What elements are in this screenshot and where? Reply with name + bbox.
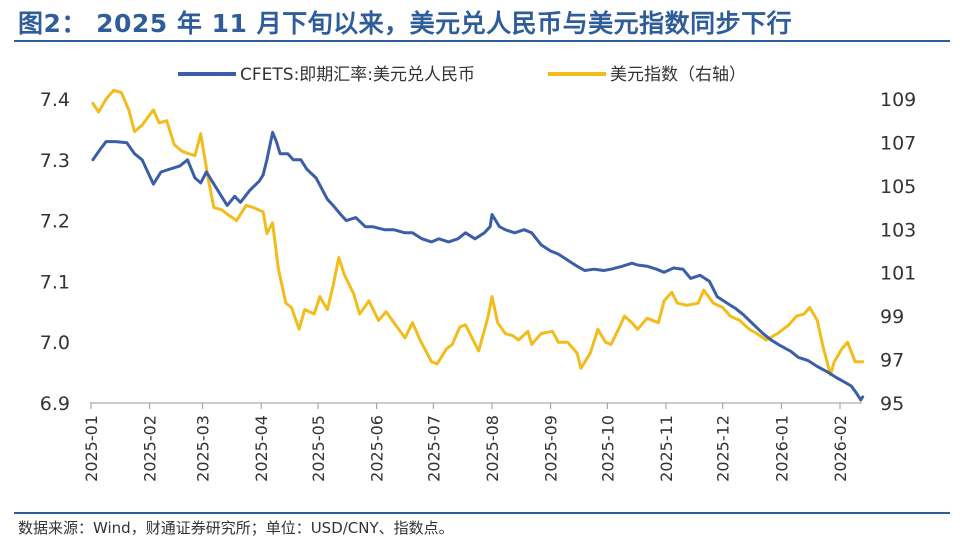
chart-legend: CFETS:即期汇率:美元兑人民币 美元指数（右轴） xyxy=(178,65,746,85)
line-chart: 2025-01 2025-02 2025-03 2025-04 2025-05 2025-… xyxy=(40,65,916,482)
y-right-tick-label: 101 xyxy=(880,263,916,285)
y-left-tick-label: 6.9 xyxy=(40,393,70,415)
y-right-tick-label: 95 xyxy=(880,393,904,415)
x-tick-label: 2025-06 xyxy=(368,415,387,482)
x-tick-label: 2025-08 xyxy=(483,415,502,482)
x-tick-label: 2026-01 xyxy=(772,415,791,482)
x-tick-label: 2025-10 xyxy=(598,415,617,482)
source-note: 数据来源：Wind，财通证券研究所；单位：USD/CNY、指数点。 xyxy=(18,519,454,537)
y-left-tick-label: 7.2 xyxy=(40,211,70,233)
y-right-tick-label: 107 xyxy=(880,132,916,154)
x-tick-label: 2026-02 xyxy=(831,415,850,482)
y-left-tick-label: 7.1 xyxy=(40,271,70,293)
x-tick-label: 2025-09 xyxy=(542,415,561,482)
y-left-tick-label: 7.3 xyxy=(40,150,70,172)
chart-title: 图2： 2025 年 11 月下旬以来，美元兑人民币与美元指数同步下行 xyxy=(18,9,793,38)
y-left-tick-label: 7.0 xyxy=(40,332,70,354)
x-tick-label: 2025-03 xyxy=(194,415,213,482)
x-tick-label: 2025-02 xyxy=(141,415,160,482)
series-layer xyxy=(91,88,865,402)
chart-axes: 2025-01 2025-02 2025-03 2025-04 2025-05 2025-… xyxy=(40,89,916,482)
y-right-tick-label: 97 xyxy=(880,350,904,372)
x-tick-label: 2025-07 xyxy=(424,415,443,482)
y-right-tick-label: 109 xyxy=(880,89,916,111)
x-tick-label: 2025-01 xyxy=(82,415,101,482)
x-tick-label: 2025-12 xyxy=(714,415,733,482)
series-line-dxy xyxy=(91,88,865,377)
title-divider xyxy=(14,40,950,42)
y-right-tick-label: 99 xyxy=(880,306,904,328)
source-divider xyxy=(14,512,950,514)
legend-label-usdcny: CFETS:即期汇率:美元兑人民币 xyxy=(240,65,475,85)
y-right-tick-label: 105 xyxy=(880,176,916,198)
y-left-tick-label: 7.4 xyxy=(40,89,70,111)
x-tick-label: 2025-11 xyxy=(657,415,676,482)
legend-label-dxy: 美元指数（右轴） xyxy=(610,65,746,85)
x-tick-label: 2025-04 xyxy=(252,415,271,482)
x-tick-label: 2025-05 xyxy=(309,415,328,482)
series-line-usdcny xyxy=(91,130,865,402)
y-right-tick-label: 103 xyxy=(880,219,916,241)
